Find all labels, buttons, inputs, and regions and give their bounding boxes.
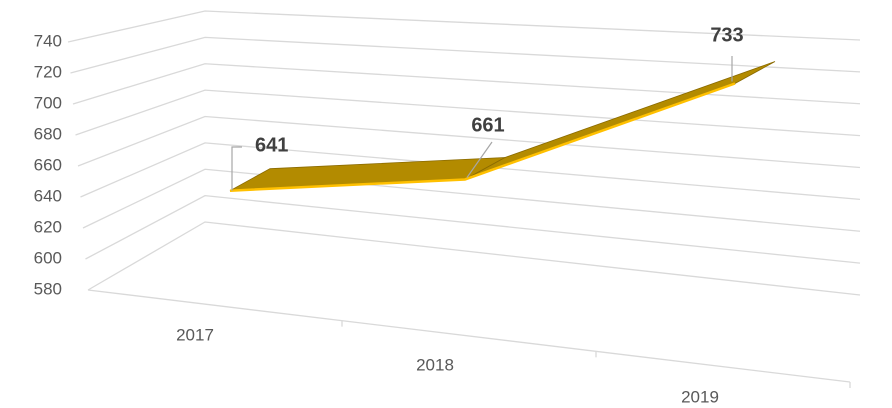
y-tick-label: 620: [34, 217, 62, 236]
x-tick-label: 2018: [416, 355, 454, 374]
grid-line: [70, 36, 861, 74]
y-tick-label: 700: [34, 93, 62, 112]
data-label: 661: [471, 114, 504, 136]
line-front-edge: [229, 82, 736, 192]
data-label: 733: [710, 24, 743, 46]
floor-edge: [87, 289, 851, 383]
grid-line: [80, 142, 861, 201]
x-tick-label: 2019: [681, 387, 719, 406]
x-tick-label: 2017: [176, 325, 214, 344]
grid-line: [87, 221, 861, 296]
data-label: 641: [255, 134, 288, 156]
grid-line: [67, 10, 861, 43]
y-tick-label: 640: [34, 186, 62, 205]
leader-line: [466, 141, 493, 178]
ribbon-segment: [229, 157, 506, 192]
grid-line: [72, 63, 861, 105]
y-tick-label: 680: [34, 124, 62, 143]
grid-line: [82, 168, 861, 232]
grid-line: [75, 89, 861, 137]
grid-line: [77, 115, 861, 169]
y-tick-label: 600: [34, 248, 62, 267]
y-tick-label: 740: [34, 31, 62, 50]
y-tick-label: 580: [34, 279, 62, 298]
leader-line: [231, 146, 242, 191]
y-tick-label: 660: [34, 155, 62, 174]
grid-line: [85, 194, 861, 264]
y-tick-label: 720: [34, 62, 62, 81]
